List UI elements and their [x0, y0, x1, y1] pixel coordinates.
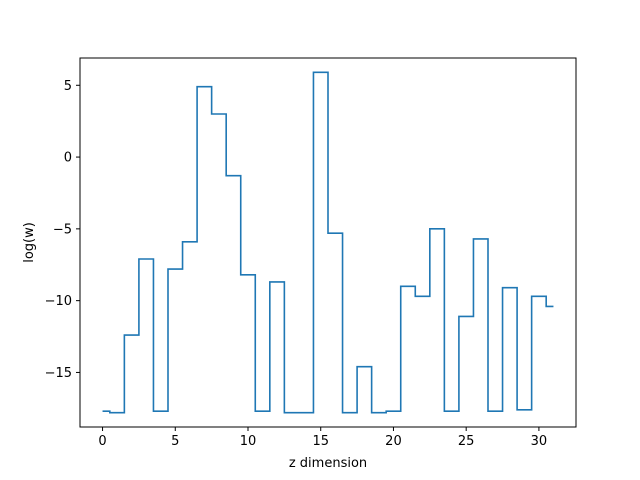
y-tick-label: 5: [64, 79, 72, 94]
series-layer: [102, 71, 554, 414]
series-line-0: [102, 71, 554, 414]
x-tick-label: 0: [98, 434, 106, 449]
y-ticks: 5 0 −5 −10 −15: [45, 79, 80, 381]
x-tick-label: 20: [385, 434, 402, 449]
x-tick-label: 5: [171, 434, 179, 449]
x-tick-label: 15: [312, 434, 329, 449]
y-axis-label: log(w): [22, 222, 37, 263]
x-axis-label: z dimension: [289, 456, 367, 471]
y-tick-label: −5: [53, 222, 72, 237]
axes-frame: [79, 57, 577, 428]
y-tick-label: 0: [64, 151, 72, 166]
y-tick-label: −10: [45, 294, 72, 309]
x-tick-label: 30: [531, 434, 548, 449]
x-tick-label: 25: [458, 434, 475, 449]
x-tick-label: 10: [240, 434, 257, 449]
x-ticks: 0 5 10 15 20 25 30: [98, 427, 547, 449]
y-tick-label: −15: [45, 366, 72, 381]
